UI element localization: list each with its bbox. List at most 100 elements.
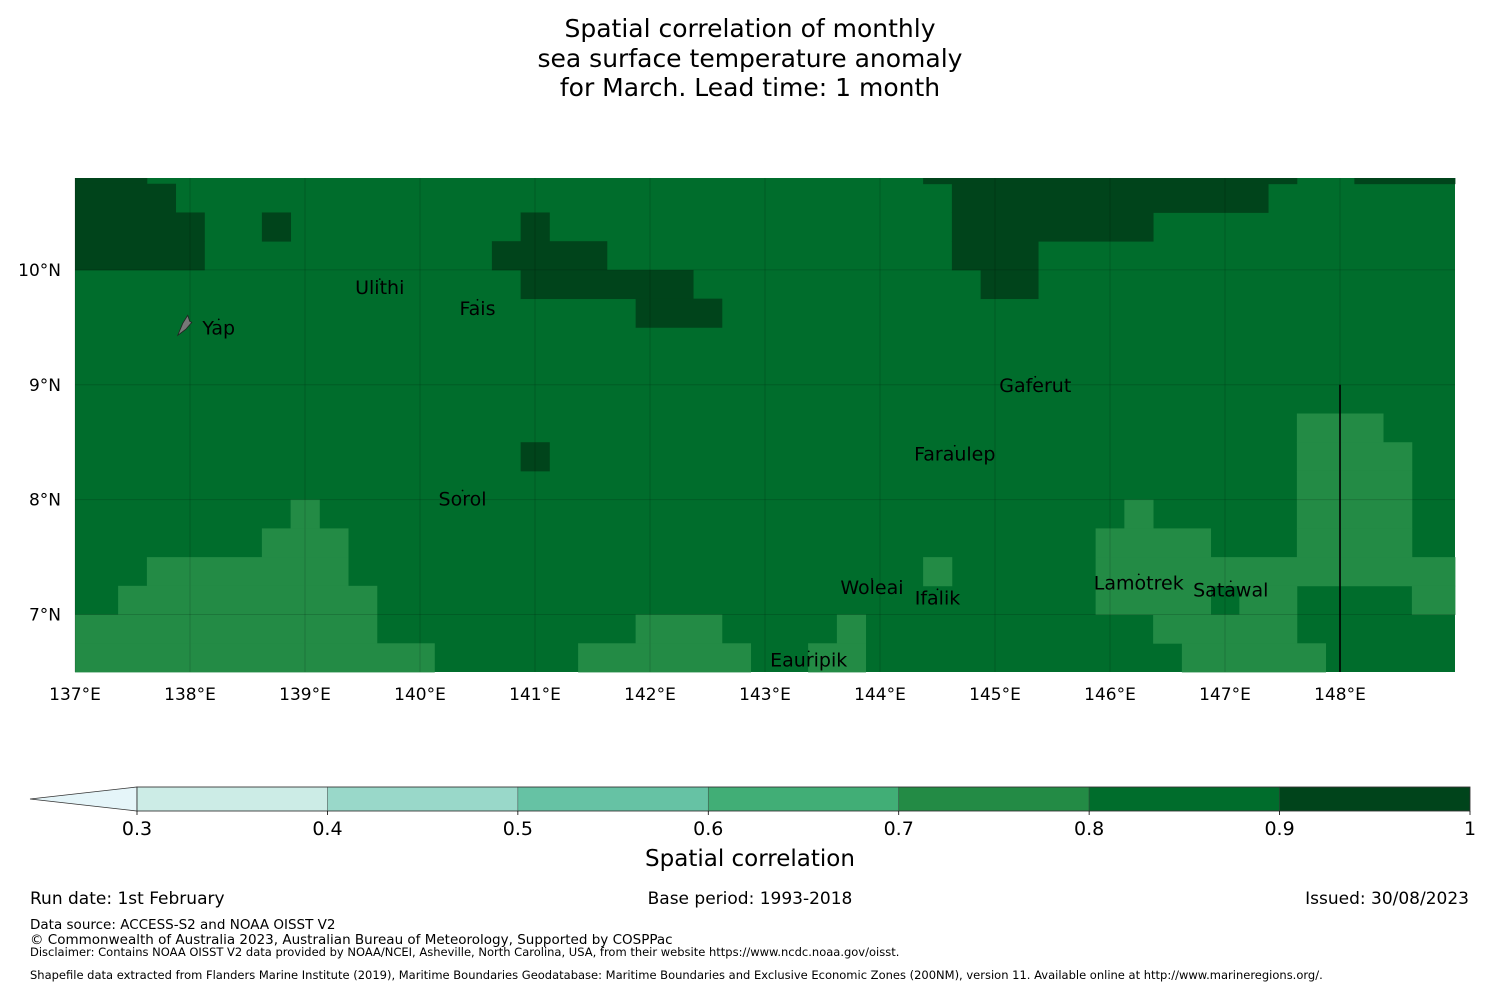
- heatmap-cell: [261, 528, 349, 558]
- heatmap-cell: [75, 183, 177, 213]
- title-line-2: sea surface temperature anomaly: [537, 43, 963, 73]
- heatmap-cell: [290, 499, 320, 529]
- colorbar-tick-label: 0.5: [503, 818, 533, 840]
- heatmap-cell: [1411, 585, 1456, 615]
- colorbar-tick-label: 0.6: [693, 818, 723, 840]
- colorbar-tick-label: 0.8: [1074, 818, 1104, 840]
- place-labels: Yap Ulithi Fais Gaferut Faraulep Sorol Woleai I…: [176, 277, 1268, 671]
- title-line-3: for March. Lead time: 1 month: [559, 73, 941, 102]
- x-tick-label: 137°E: [49, 685, 101, 705]
- y-tick-label: 7°N: [29, 606, 61, 626]
- heatmap-cell: [118, 585, 378, 615]
- colorbar-tick-label: 0.3: [122, 818, 152, 840]
- place-label: Fais: [459, 298, 495, 320]
- heatmap-cell: [520, 442, 550, 472]
- heatmap-cell: [1124, 499, 1154, 529]
- colorbar-tick-label: 0.7: [884, 818, 914, 840]
- heatmap-cell: [75, 178, 148, 185]
- x-tick-label: 139°E: [279, 685, 331, 705]
- x-tick-label: 148°E: [1314, 685, 1366, 705]
- island-dot-icon: [1137, 573, 1140, 576]
- heatmap-cell: [261, 212, 292, 242]
- island-dot-icon: [476, 298, 479, 301]
- colorbar-extend-min: [29, 786, 138, 812]
- island-dot-icon: [378, 278, 381, 281]
- base-period: Base period: 1993-2018: [647, 889, 853, 909]
- axis-ticks: 137°E 138°E 139°E 140°E 141°E 142°E 143°E 144°E…: [18, 261, 1366, 705]
- island-dot-icon: [953, 444, 956, 447]
- heatmap-cell: [951, 241, 1039, 271]
- x-tick-label: 140°E: [394, 685, 446, 705]
- x-tick-label: 143°E: [739, 685, 791, 705]
- place-label: Yap: [201, 317, 235, 339]
- colorbar-segment: [517, 786, 709, 812]
- data-source: Data source: ACCESS-S2 and NOAA OISST V2: [30, 917, 336, 933]
- heatmap-cell: [980, 269, 1039, 300]
- island-dot-icon: [871, 578, 873, 580]
- colorbar-tick-label: 0.9: [1264, 818, 1294, 840]
- heatmap-cell: [1296, 528, 1413, 558]
- colorbar-segment: [327, 786, 519, 812]
- place-label: Lamotrek: [1094, 572, 1184, 594]
- copyright: © Commonwealth of Australia 2023, Austra…: [30, 932, 673, 948]
- disclaimer: Disclaimer: Contains NOAA OISST V2 data …: [30, 945, 900, 959]
- place-label: Ulithi: [355, 277, 404, 299]
- colorbar-segment: [1279, 786, 1471, 812]
- heatmap-cell: [75, 241, 205, 271]
- y-tick-label: 8°N: [29, 491, 61, 511]
- colorbar-outline: [136, 786, 1471, 812]
- heatmap-cell: [1354, 178, 1456, 185]
- heatmap-cell: [146, 557, 349, 587]
- colorbar-segment: [136, 786, 328, 812]
- heatmap-cell: [1296, 499, 1413, 529]
- heatmap-cell: [635, 298, 723, 328]
- x-tick-label: 138°E: [164, 685, 216, 705]
- place-label: Ifalik: [915, 587, 961, 609]
- colorbar-tick-label: 0.4: [312, 818, 342, 840]
- y-tick-label: 9°N: [29, 376, 61, 396]
- place-label: Woleai: [840, 577, 903, 599]
- heatmap-cell: [75, 212, 205, 242]
- heatmap-cells: [75, 178, 1456, 673]
- heatmap-cell: [1095, 528, 1212, 558]
- island-dot-icon: [807, 650, 810, 653]
- colorbar: 0.3 0.4 0.5 0.6 0.7 0.8 0.9 1: [29, 786, 1476, 840]
- place-label: Faraulep: [914, 444, 995, 466]
- heatmap-cell: [635, 614, 723, 644]
- heatmap-cell: [1239, 585, 1298, 615]
- yap-island-icon: [176, 314, 193, 337]
- heatmap-cell: [75, 643, 435, 673]
- x-tick-label: 147°E: [1199, 685, 1251, 705]
- heatmap-cell: [1181, 643, 1327, 673]
- heatmap-cell: [1296, 470, 1413, 501]
- chart-title: Spatial correlation of monthly sea surfa…: [0, 14, 1500, 103]
- island-dot-icon: [936, 588, 939, 591]
- heatmap-cell: [578, 643, 752, 673]
- heatmap-cell: [520, 269, 694, 300]
- colorbar-segment: [1088, 786, 1280, 812]
- x-tick-label: 145°E: [969, 685, 1021, 705]
- x-tick-label: 141°E: [509, 685, 561, 705]
- heatmap-cell: [1153, 614, 1298, 644]
- heatmap-cell: [836, 614, 867, 644]
- issued-date: Issued: 30/08/2023: [1305, 889, 1469, 909]
- y-tick-label: 10°N: [18, 261, 61, 281]
- place-label: Satawal: [1193, 579, 1268, 601]
- colorbar-label: Spatial correlation: [645, 846, 855, 872]
- heatmap-cell: [1095, 557, 1456, 587]
- colorbar-tick-label: 1: [1464, 818, 1476, 840]
- place-label: Sorol: [439, 489, 487, 511]
- title-line-1: Spatial correlation of monthly: [564, 14, 936, 43]
- colorbar-segment: [707, 786, 900, 812]
- gridlines: [74, 178, 1455, 672]
- shapefile-credit: Shapefile data extracted from Flanders M…: [30, 968, 1323, 982]
- heatmap-cell: [808, 643, 867, 673]
- island-dot-icon: [1229, 580, 1232, 583]
- heatmap-cell: [520, 212, 550, 242]
- heatmap-cell: [75, 614, 378, 644]
- heatmap-cell: [491, 241, 608, 271]
- place-label: Gaferut: [999, 375, 1071, 397]
- heatmap-cell: [1095, 585, 1212, 615]
- run-date: Run date: 1st February: [30, 889, 225, 909]
- heatmap-cell: [923, 557, 953, 587]
